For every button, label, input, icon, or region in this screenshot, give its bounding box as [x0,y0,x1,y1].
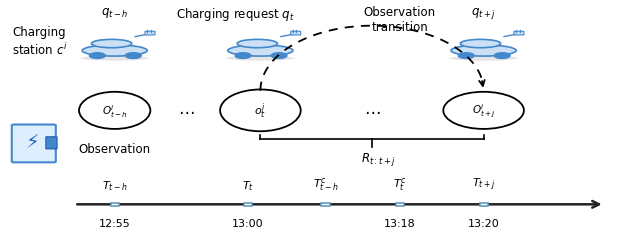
Bar [110,203,119,206]
Ellipse shape [79,92,151,129]
Bar [396,203,404,206]
Text: $T_{t-h}$: $T_{t-h}$ [102,178,128,192]
FancyBboxPatch shape [145,32,155,36]
Text: $O^i_{t+j}$: $O^i_{t+j}$ [472,102,495,120]
Text: $q_{t+j}$: $q_{t+j}$ [471,6,496,21]
Bar [244,203,252,206]
Circle shape [494,53,510,59]
Circle shape [125,53,141,59]
Text: 13:00: 13:00 [232,218,264,228]
Circle shape [89,53,105,59]
Text: $T_{t+j}$: $T_{t+j}$ [472,175,495,192]
Ellipse shape [81,56,149,61]
Ellipse shape [451,46,516,57]
Text: Charging
station $c^i$: Charging station $c^i$ [12,26,68,57]
Bar [480,203,488,206]
Text: $T_t$: $T_t$ [242,178,254,192]
Text: $o^i_t$: $o^i_t$ [254,101,267,121]
Text: $T^c_{t-h}$: $T^c_{t-h}$ [312,175,339,192]
Ellipse shape [220,90,301,132]
FancyBboxPatch shape [46,137,57,149]
Text: Observation: Observation [79,143,151,155]
Ellipse shape [226,56,294,61]
Text: $\cdots$: $\cdots$ [364,102,380,120]
FancyBboxPatch shape [291,32,301,36]
Ellipse shape [460,40,501,49]
Text: $O^i_{t-h}$: $O^i_{t-h}$ [102,103,128,119]
Ellipse shape [450,56,518,61]
FancyBboxPatch shape [12,125,56,163]
Text: Observation
transition: Observation transition [364,6,436,34]
Text: $q_{t-h}$: $q_{t-h}$ [101,6,128,20]
Text: $T^c_t$: $T^c_t$ [393,175,407,192]
Text: 12:55: 12:55 [99,218,131,228]
Text: 13:18: 13:18 [384,218,416,228]
Ellipse shape [443,92,524,129]
Text: 13:20: 13:20 [467,218,500,228]
Text: $\cdots$: $\cdots$ [178,102,194,120]
Bar [322,203,330,206]
FancyBboxPatch shape [514,32,524,36]
Ellipse shape [92,40,131,49]
Text: $⚡$: $⚡$ [25,133,39,152]
Ellipse shape [228,46,293,57]
Circle shape [458,53,474,59]
Ellipse shape [82,46,148,57]
Circle shape [235,53,251,59]
Circle shape [271,53,287,59]
Text: $R_{t:t+j}$: $R_{t:t+j}$ [361,151,396,168]
Ellipse shape [237,40,278,49]
Text: Charging request $q_t$: Charging request $q_t$ [176,6,295,23]
